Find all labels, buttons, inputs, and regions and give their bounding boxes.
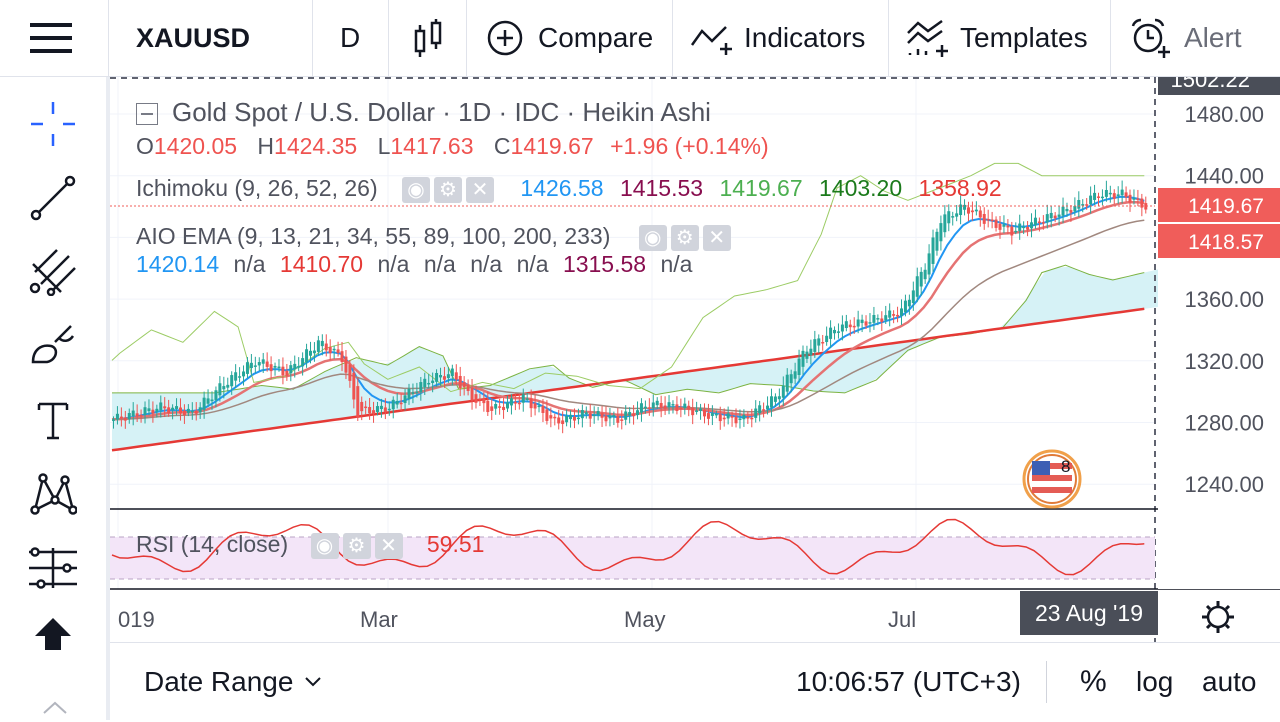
second-price-label: 1418.57 <box>1188 231 1264 254</box>
eye-icon[interactable]: ◉ <box>402 176 431 203</box>
time-tick-label: May <box>624 607 666 632</box>
trend-line-tool-icon[interactable] <box>22 167 84 229</box>
chart-title-text: Gold Spot / U.S. Dollar · 1D · IDC · Hei… <box>172 97 711 127</box>
clock-label[interactable]: 10:06:57 (UTC+3) <box>796 666 1021 697</box>
aio-ema-values: 1420.14 n/a 1410.70 n/a n/a n/a n/a 1315… <box>136 251 693 277</box>
gear-icon[interactable]: ⚙ <box>670 224 699 251</box>
drawing-toolbar <box>0 77 110 720</box>
crosshair-date-tag <box>1020 591 1158 635</box>
measure-tool-icon[interactable] <box>22 537 84 599</box>
last-price-tag <box>1158 188 1280 222</box>
templates-icon <box>907 19 948 57</box>
candles-icon[interactable] <box>414 0 444 76</box>
chart-area[interactable]: 1502.22 1480.001440.001400.001360.001320… <box>110 67 1280 642</box>
eye-icon[interactable]: ◉ <box>638 224 667 251</box>
pitchfork-tool-icon[interactable] <box>22 241 84 303</box>
chevron-up-icon[interactable] <box>40 697 70 717</box>
compare-button[interactable]: Compare <box>486 0 653 76</box>
interval-button[interactable]: D <box>340 22 361 53</box>
chart-settings-gear-icon[interactable] <box>1202 601 1234 633</box>
chevron-down-icon <box>305 677 322 687</box>
date-range-button[interactable]: Date Range <box>144 643 323 721</box>
symbol-button[interactable]: XAUUSD <box>136 22 251 53</box>
close-icon[interactable]: ✕ <box>702 224 731 251</box>
alert-label: Alert <box>1184 22 1242 53</box>
ohlc-legend: O1420.05 H1424.35 L1417.63 C1419.67 +1.9… <box>136 133 769 159</box>
price-tick-label: 1240.00 <box>1184 472 1264 497</box>
log-scale-toggle[interactable]: log <box>1136 666 1174 697</box>
gear-icon[interactable]: ⚙ <box>434 176 463 203</box>
alarm-clock-icon <box>1131 18 1170 58</box>
indicators-button[interactable]: Indicators <box>690 0 865 76</box>
ichimoku-legend[interactable]: Ichimoku (9, 26, 52, 26) ◉ ⚙ ✕ 1426.58 141… <box>136 175 1002 203</box>
price-axis-top-label: 1502.22 <box>1170 77 1250 92</box>
price-axis-top-tag <box>1158 77 1280 95</box>
rsi-legend[interactable]: RSI (14, close) ◉ ⚙ ✕ 59.51 <box>136 531 485 559</box>
templates-label: Templates <box>960 22 1088 53</box>
menu-icon[interactable] <box>30 0 72 76</box>
indicators-icon <box>690 26 732 55</box>
chart-title[interactable]: Gold Spot / U.S. Dollar · 1D · IDC · Hei… <box>136 97 711 128</box>
time-tick-label: Jul <box>888 607 916 632</box>
aio-ema-legend[interactable]: AIO EMA (9, 13, 21, 34, 55, 89, 100, 200… <box>136 223 735 251</box>
indicators-label: Indicators <box>744 22 866 53</box>
close-icon[interactable]: ✕ <box>466 176 495 203</box>
price-tick-label: 1320.00 <box>1184 349 1264 374</box>
price-tick-label: 1280.00 <box>1184 411 1264 436</box>
eye-icon[interactable]: ◉ <box>310 532 339 559</box>
price-tick-label: 1480.00 <box>1184 102 1264 127</box>
brush-tool-icon[interactable] <box>22 315 84 377</box>
compare-label: Compare <box>538 22 654 53</box>
time-tick-label: 019 <box>118 607 155 632</box>
bottom-bar: Date Range 10:06:57 (UTC+3) % log auto <box>110 642 1280 721</box>
us-flag-badge[interactable]: 8 <box>1022 449 1082 509</box>
flag-badge-count: 8 <box>1061 457 1070 476</box>
date-range-label: Date Range <box>144 666 294 697</box>
arrow-up-icon[interactable] <box>22 603 84 665</box>
price-tick-label: 1440.00 <box>1184 164 1264 189</box>
top-toolbar: XAUUSD D Compare Indicators Templates Al… <box>0 0 1280 77</box>
auto-scale-toggle[interactable]: auto <box>1202 666 1257 697</box>
percent-scale-toggle[interactable]: % <box>1080 665 1107 698</box>
collapse-legend-icon[interactable] <box>136 103 158 126</box>
gear-icon[interactable]: ⚙ <box>342 532 371 559</box>
text-tool-icon[interactable] <box>22 389 84 451</box>
templates-button[interactable]: Templates <box>906 0 1088 76</box>
crosshair-date-label: 23 Aug '19 <box>1035 600 1143 626</box>
close-icon[interactable]: ✕ <box>374 532 403 559</box>
price-chart[interactable]: 1502.22 1480.001440.001400.001360.001320… <box>110 67 1280 642</box>
alert-button[interactable]: Alert <box>1130 0 1242 76</box>
plus-circle-icon <box>487 20 523 56</box>
last-price-label: 1419.67 <box>1188 195 1264 218</box>
time-tick-label: Mar <box>360 607 398 632</box>
crosshair-tool-icon[interactable] <box>22 93 84 155</box>
second-price-tag <box>1158 224 1280 258</box>
price-tick-label: 1360.00 <box>1184 287 1264 312</box>
pattern-tool-icon[interactable] <box>22 463 84 525</box>
